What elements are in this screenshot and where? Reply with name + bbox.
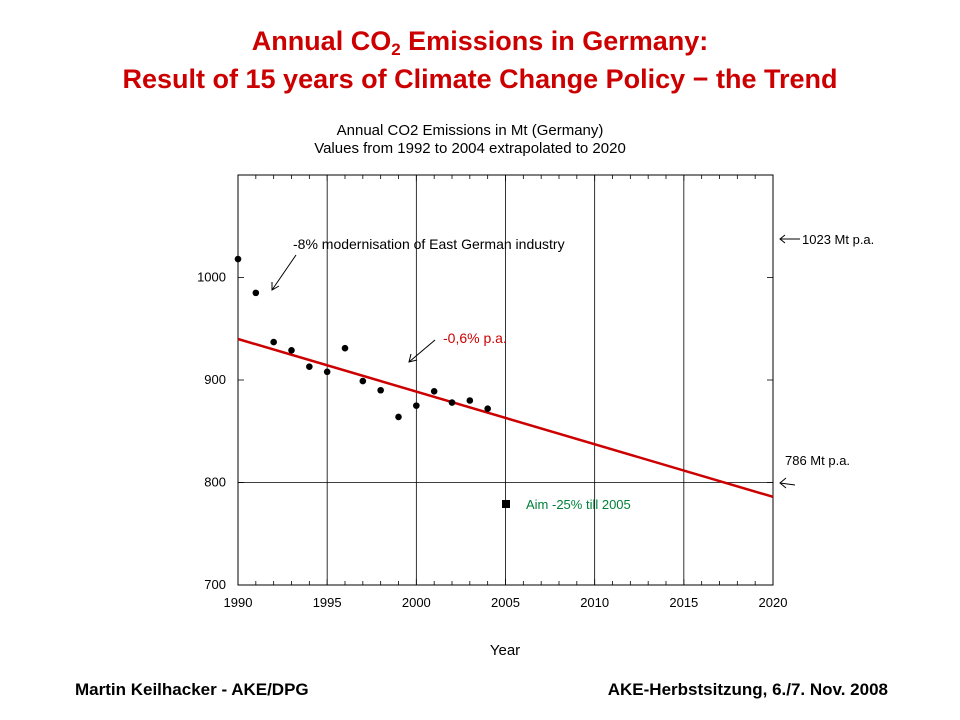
aim-marker: [502, 500, 510, 508]
trend-line: [237, 337, 774, 499]
y-tick-label: 900: [204, 372, 226, 387]
x-tick-label: 2000: [402, 595, 431, 610]
data-point: [341, 344, 349, 352]
data-point: [448, 399, 456, 406]
data-point: [323, 368, 331, 376]
grid: [238, 175, 773, 585]
arrow-end-value: [779, 477, 796, 489]
x-tick-label: 2020: [759, 595, 788, 610]
axis-ticks: [237, 174, 774, 586]
x-tick-label: 2015: [669, 595, 698, 610]
arrow-rate: [408, 339, 436, 363]
annotation-east-german: -8% modernisation of East German industr…: [293, 236, 565, 252]
data-point: [377, 386, 384, 394]
annotation-start-value: 1023 Mt p.a.: [802, 232, 874, 247]
arrow-east-german: [271, 254, 297, 291]
data-point: [359, 377, 367, 385]
y-tick-label: 700: [204, 577, 226, 592]
data-point: [252, 289, 260, 297]
annotation-end-value: 786 Mt p.a.: [785, 453, 850, 468]
data-point: [270, 338, 277, 346]
data-point: [484, 405, 491, 413]
data-point: [395, 413, 402, 421]
title-line1: Annual CO2 Emissions in Germany:: [251, 26, 709, 59]
x-tick-label: 2010: [580, 595, 609, 610]
footer-author: Martin Keilhacker - AKE/DPG: [75, 680, 309, 699]
x-tick-labels: 1990 1995 2000 2005 2010 2015 2020: [224, 595, 788, 610]
x-tick-label: 1990: [224, 595, 253, 610]
annotation-aim: Aim -25% till 2005: [526, 497, 631, 512]
y-tick-labels: 700 800 900 1000: [197, 270, 226, 593]
footer-event: AKE-Herbstsitzung, 6./7. Nov. 2008: [607, 680, 888, 699]
data-point: [466, 397, 474, 404]
chart-title: Annual CO2 Emissions in Mt (Germany): [337, 122, 604, 139]
data-points: [234, 255, 491, 421]
x-tick-label: 1995: [313, 595, 342, 610]
slide-title: Annual CO2 Emissions in Germany: Result …: [0, 22, 960, 98]
data-point: [288, 346, 295, 354]
x-tick-label: 2005: [491, 595, 520, 610]
title-line2: Result of 15 years of Climate Change Pol…: [122, 64, 838, 94]
arrow-start-value: [779, 234, 800, 244]
chart-subtitle: Values from 1992 to 2004 extrapolated to…: [314, 140, 626, 157]
data-point: [413, 402, 420, 409]
annotation-rate: -0,6% p.a.: [443, 330, 507, 346]
data-point: [430, 387, 438, 395]
x-axis-label: Year: [490, 642, 520, 659]
y-tick-label: 800: [204, 475, 226, 490]
data-point: [306, 363, 313, 370]
data-point: [234, 255, 242, 263]
y-tick-label: 1000: [197, 270, 226, 285]
